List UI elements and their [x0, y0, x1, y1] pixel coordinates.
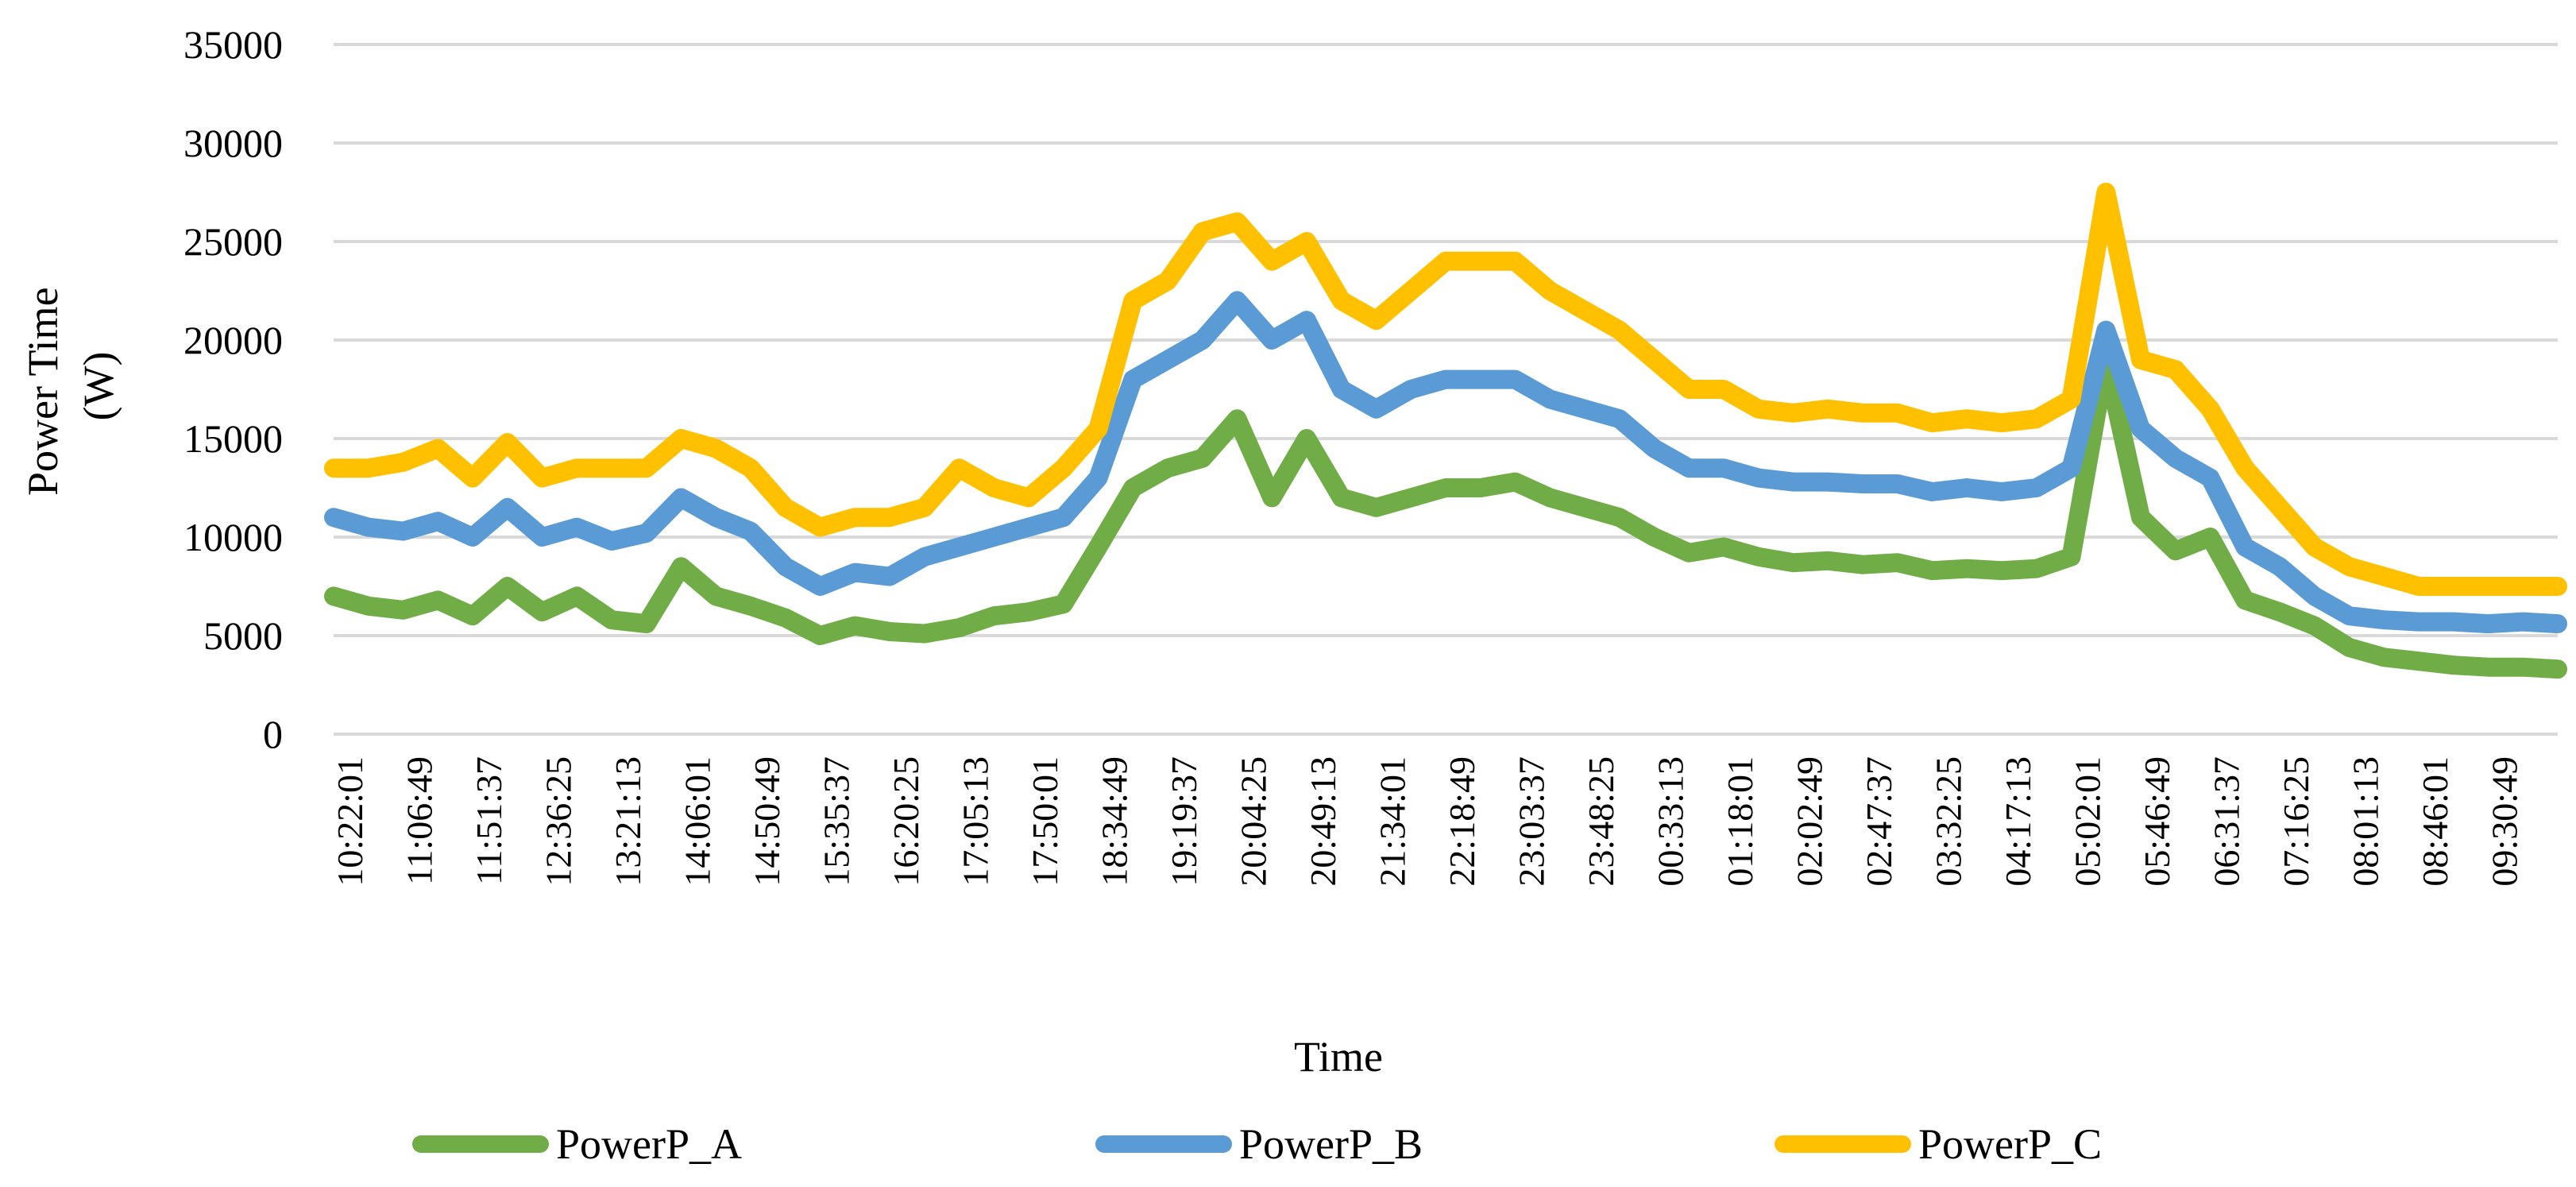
x-tick-label: 15:35:37 [817, 756, 857, 887]
x-tick-label: 16:20:25 [886, 756, 926, 887]
x-tick-label: 08:46:01 [2415, 756, 2455, 887]
x-tick-label: 02:47:37 [1859, 756, 1899, 887]
x-tick-label: 05:46:49 [2137, 756, 2177, 887]
x-tick-label: 13:21:13 [608, 756, 648, 887]
x-axis-title: Time [1294, 1033, 1383, 1081]
x-tick-label: 11:06:49 [400, 756, 440, 885]
y-tick-label: 30000 [183, 121, 283, 165]
x-tick-label: 00:33:13 [1651, 756, 1691, 887]
y-tick-label: 20000 [183, 318, 283, 362]
x-tick-label: 20:49:13 [1303, 756, 1343, 887]
x-tick-label: 20:04:25 [1234, 756, 1274, 887]
x-tick-label: 09:30:49 [2485, 756, 2525, 887]
series-lines [324, 183, 2567, 679]
x-tick-label: 10:22:01 [330, 756, 370, 887]
x-tick-label: 08:01:13 [2346, 756, 2386, 887]
series-line-PowerP_C [324, 183, 2567, 596]
x-tick-label: 01:18:01 [1720, 756, 1760, 887]
x-tick-label: 11:51:37 [469, 756, 509, 885]
legend: PowerP_A PowerP_B PowerP_C [412, 1120, 2102, 1168]
y-tick-label: 25000 [183, 219, 283, 264]
y-tick-label: 10000 [183, 515, 283, 559]
y-tick-label: 5000 [203, 613, 283, 658]
x-tick-label: 12:36:25 [539, 756, 579, 887]
x-tick-label: 19:19:37 [1164, 756, 1204, 887]
x-tick-label: 06:31:37 [2207, 756, 2247, 887]
y-axis-title: Power Time (W) [19, 276, 122, 496]
y-axis-title-line-2: (W) [75, 352, 122, 421]
x-tick-label: 17:50:01 [1025, 756, 1065, 887]
y-axis-title-line-1: Power Time [19, 287, 67, 496]
legend-label-PowerP_B: PowerP_B [1239, 1120, 1423, 1168]
x-tick-label: 14:50:49 [747, 756, 787, 887]
x-tick-label: 14:06:01 [678, 756, 718, 887]
y-tick-label: 0 [263, 712, 283, 756]
y-axis-ticks: 0 5000 10000 15000 20000 25000 30000 35000 [183, 22, 283, 756]
x-tick-label: 21:34:01 [1373, 756, 1413, 887]
series-line-PowerP_B [324, 291, 2567, 634]
x-tick-label: 23:48:25 [1581, 756, 1621, 887]
x-tick-label: 17:05:13 [956, 756, 996, 887]
legend-label-PowerP_C: PowerP_C [1918, 1120, 2102, 1168]
x-tick-label: 03:32:25 [1929, 756, 1969, 887]
y-tick-label: 35000 [183, 22, 283, 67]
series-line-PowerP_A [324, 350, 2567, 679]
x-tick-label: 02:02:49 [1790, 756, 1830, 887]
x-tick-label: 18:34:49 [1095, 756, 1135, 887]
legend-label-PowerP_A: PowerP_A [556, 1120, 742, 1168]
x-tick-label: 23:03:37 [1512, 756, 1552, 887]
y-tick-label: 15000 [183, 416, 283, 461]
x-tick-label: 05:02:01 [2068, 756, 2108, 887]
x-tick-label: 07:16:25 [2276, 756, 2316, 887]
x-axis-ticks: 10:22:01 11:06:49 11:51:37 12:36:25 13:21:13… [330, 756, 2525, 887]
x-tick-label: 22:18:49 [1442, 756, 1482, 887]
x-tick-label: 04:17:13 [1998, 756, 2038, 887]
